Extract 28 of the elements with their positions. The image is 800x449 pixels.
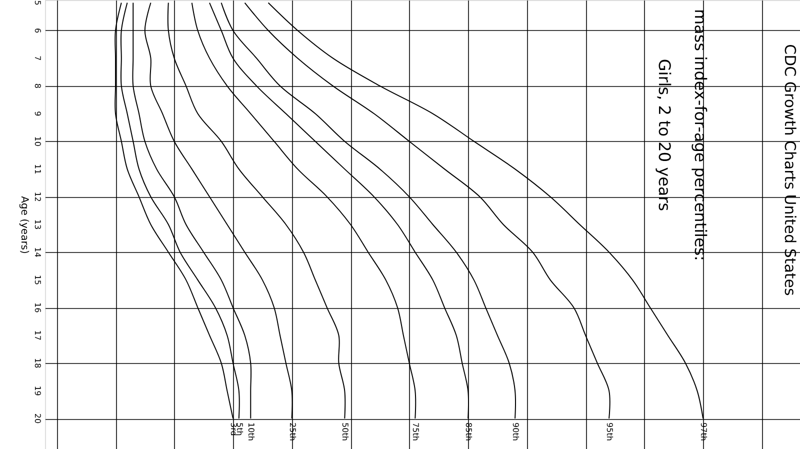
y-tick-label: 19 [33, 386, 42, 396]
y-tick-label: 8 [33, 83, 42, 88]
y-tick-label: 6 [33, 28, 42, 34]
text: 50th [340, 422, 350, 441]
y-axis-title: Age (years) [18, 196, 30, 254]
text: 85th [464, 422, 474, 441]
text: 25th [288, 422, 297, 441]
y-tick-label: 14 [33, 247, 42, 258]
text: 3rd [229, 422, 238, 436]
y-tick-label: 20 [33, 413, 42, 424]
y-tick-label: 16 [33, 302, 42, 313]
text: mass index-for-age percentiles: Girls, 2 to 20 years [655, 8, 710, 262]
text: 97th [699, 422, 708, 441]
text: CDC Growth Charts United States [781, 44, 799, 296]
y-tick-label: 18 [33, 358, 42, 368]
y-tick-label: 11 [33, 164, 42, 174]
text: 95th [605, 422, 614, 441]
y-tick-label: 5 [33, 0, 42, 6]
y-tick-label: 12 [33, 192, 42, 202]
y-tick-label: 10 [33, 136, 42, 146]
text: 10th [246, 422, 256, 441]
y-tick-label: 13 [33, 219, 42, 230]
y-tick-label: 9 [33, 111, 42, 116]
text: 90th [511, 422, 520, 441]
y-tick-label: 17 [33, 330, 42, 340]
y-tick-label: 7 [33, 56, 42, 61]
text: 75th [411, 422, 420, 441]
y-tick-label: 15 [33, 274, 42, 286]
